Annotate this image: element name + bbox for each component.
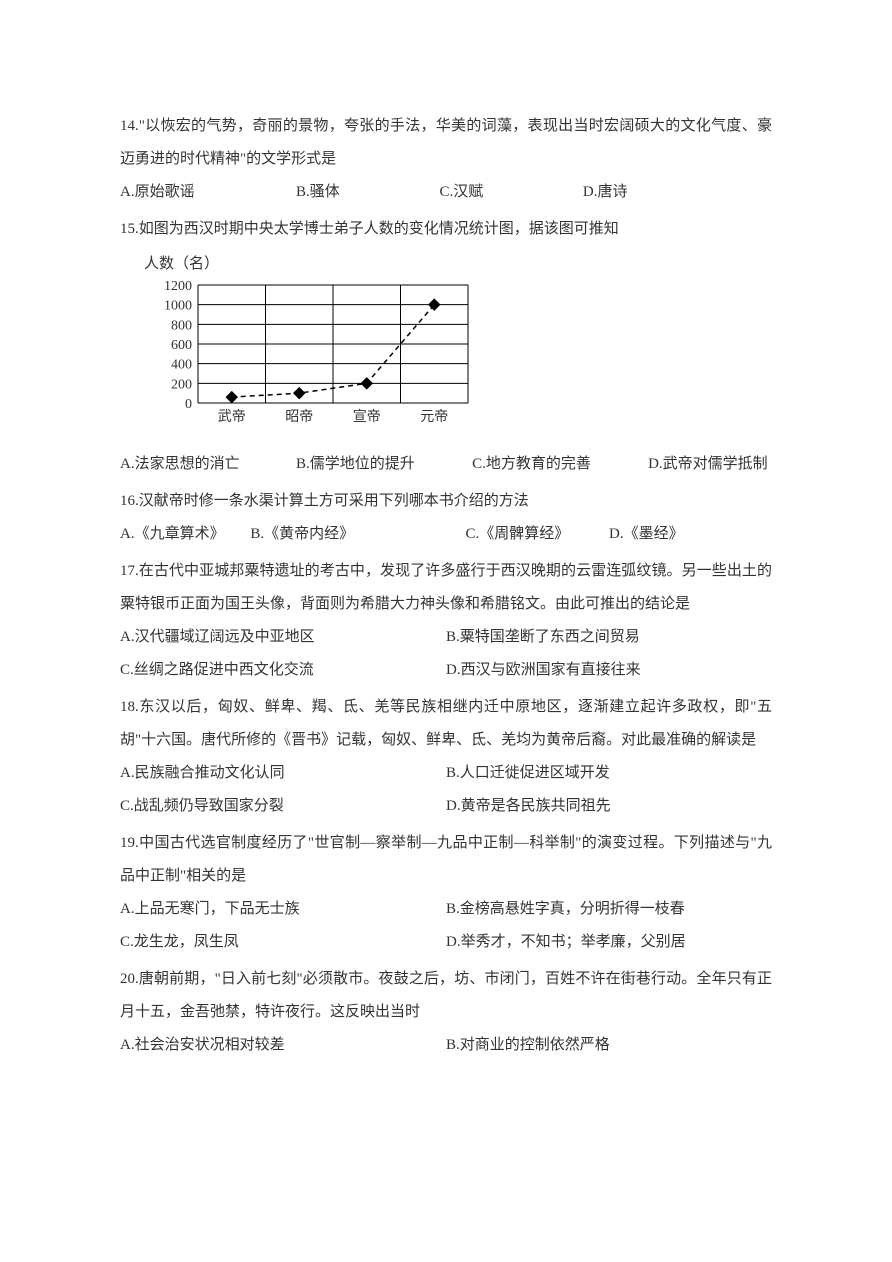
svg-text:600: 600	[171, 338, 192, 353]
q19-option-d: D.举秀才，不知书；举孝廉，父别居	[446, 926, 772, 959]
q15-options: A.法家思想的消亡 B.儒学地位的提升 C.地方教育的完善 D.武帝对儒学抵制	[120, 448, 772, 481]
svg-text:400: 400	[171, 358, 192, 373]
q19-options-1: A.上品无寒门，下品无士族 B.金榜高悬姓字真，分明折得一枝春	[120, 893, 772, 926]
q15-option-b: B.儒学地位的提升	[296, 448, 472, 481]
q17-stem: 17.在古代中亚城邦粟特遗址的考古中，发现了许多盛行于西汉晚期的云雷连弧纹镜。另…	[120, 555, 772, 621]
q15-option-a: A.法家思想的消亡	[120, 448, 296, 481]
q18-option-a: A.民族融合推动文化认同	[120, 757, 446, 790]
q17-option-d: D.西汉与欧洲国家有直接往来	[446, 654, 772, 687]
q19-options-2: C.龙生龙，凤生凤 D.举秀才，不知书；举孝廉，父别居	[120, 926, 772, 959]
question-14: 14."以恢宏的气势，奇丽的景物，夸张的手法，华美的词藻，表现出当时宏阔硕大的文…	[120, 110, 772, 209]
q18-option-d: D.黄帝是各民族共同祖先	[446, 790, 772, 823]
q14-option-d: D.唐诗	[583, 176, 628, 209]
q16-option-b: B.《黄帝内经》	[250, 518, 465, 551]
question-15: 15.如图为西汉时期中央太学博士弟子人数的变化情况统计图，据该图可推知 人数（名…	[120, 213, 772, 481]
q19-option-c: C.龙生龙，凤生凤	[120, 926, 446, 959]
svg-text:1200: 1200	[164, 279, 192, 294]
q15-option-c: C.地方教育的完善	[472, 448, 648, 481]
q18-options-1: A.民族融合推动文化认同 B.人口迁徙促进区域开发	[120, 757, 772, 790]
chart-y-axis-title: 人数（名）	[144, 252, 772, 273]
q16-option-c: C.《周髀算经》	[466, 518, 609, 551]
q16-stem: 16.汉献帝时修一条水渠计算土方可采用下列哪本书介绍的方法	[120, 485, 772, 518]
question-20: 20.唐朝前期，"日入前七刻"必须散市。夜鼓之后，坊、市闭门，百姓不许在街巷行动…	[120, 963, 772, 1062]
q15-chart: 人数（名） 0 200 400 600 800 1000 1200 武帝 昭帝 宣帝 元帝	[138, 252, 772, 440]
q14-option-b: B.骚体	[296, 176, 439, 209]
q20-options-1: A.社会治安状况相对较差 B.对商业的控制依然严格	[120, 1029, 772, 1062]
q20-option-b: B.对商业的控制依然严格	[446, 1029, 772, 1062]
q14-stem: 14."以恢宏的气势，奇丽的景物，夸张的手法，华美的词藻，表现出当时宏阔硕大的文…	[120, 110, 772, 176]
q19-option-a: A.上品无寒门，下品无士族	[120, 893, 446, 926]
q14-option-a: A.原始歌谣	[120, 176, 296, 209]
question-17: 17.在古代中亚城邦粟特遗址的考古中，发现了许多盛行于西汉晚期的云雷连弧纹镜。另…	[120, 555, 772, 687]
q17-options-1: A.汉代疆域辽阔远及中亚地区 B.粟特国垄断了东西之间贸易	[120, 621, 772, 654]
svg-text:1000: 1000	[164, 299, 192, 314]
question-16: 16.汉献帝时修一条水渠计算土方可采用下列哪本书介绍的方法 A.《九章算术》 B…	[120, 485, 772, 551]
q15-stem: 15.如图为西汉时期中央太学博士弟子人数的变化情况统计图，据该图可推知	[120, 213, 772, 246]
q18-options-2: C.战乱频仍导致国家分裂 D.黄帝是各民族共同祖先	[120, 790, 772, 823]
q17-options-2: C.丝绸之路促进中西文化交流 D.西汉与欧洲国家有直接往来	[120, 654, 772, 687]
q16-option-a: A.《九章算术》	[120, 518, 250, 551]
q19-stem: 19.中国古代选官制度经历了"世官制—察举制—九品中正制—科举制"的演变过程。下…	[120, 827, 772, 893]
q14-option-c: C.汉赋	[439, 176, 582, 209]
svg-text:昭帝: 昭帝	[285, 409, 313, 425]
svg-text:宣帝: 宣帝	[353, 409, 381, 425]
q17-option-c: C.丝绸之路促进中西文化交流	[120, 654, 446, 687]
q16-options: A.《九章算术》 B.《黄帝内经》 C.《周髀算经》 D.《墨经》	[120, 518, 772, 551]
svg-text:武帝: 武帝	[218, 409, 246, 425]
q17-option-a: A.汉代疆域辽阔远及中亚地区	[120, 621, 446, 654]
svg-text:800: 800	[171, 318, 192, 333]
q18-option-b: B.人口迁徙促进区域开发	[446, 757, 772, 790]
q16-option-d: D.《墨经》	[609, 518, 684, 551]
svg-text:0: 0	[185, 397, 192, 412]
q14-options: A.原始歌谣 B.骚体 C.汉赋 D.唐诗	[120, 176, 772, 209]
svg-text:200: 200	[171, 377, 192, 392]
q20-stem: 20.唐朝前期，"日入前七刻"必须散市。夜鼓之后，坊、市闭门，百姓不许在街巷行动…	[120, 963, 772, 1029]
svg-text:元帝: 元帝	[420, 409, 448, 425]
question-18: 18.东汉以后，匈奴、鲜卑、羯、氐、羌等民族相继内迁中原地区，逐渐建立起许多政权…	[120, 691, 772, 823]
q18-option-c: C.战乱频仍导致国家分裂	[120, 790, 446, 823]
q15-option-d: D.武帝对儒学抵制	[648, 448, 768, 481]
question-19: 19.中国古代选官制度经历了"世官制—察举制—九品中正制—科举制"的演变过程。下…	[120, 827, 772, 959]
q17-option-b: B.粟特国垄断了东西之间贸易	[446, 621, 772, 654]
q19-option-b: B.金榜高悬姓字真，分明折得一枝春	[446, 893, 772, 926]
q18-stem: 18.东汉以后，匈奴、鲜卑、羯、氐、羌等民族相继内迁中原地区，逐渐建立起许多政权…	[120, 691, 772, 757]
q20-option-a: A.社会治安状况相对较差	[120, 1029, 446, 1062]
chart-svg: 0 200 400 600 800 1000 1200 武帝 昭帝 宣帝 元帝	[138, 275, 478, 440]
